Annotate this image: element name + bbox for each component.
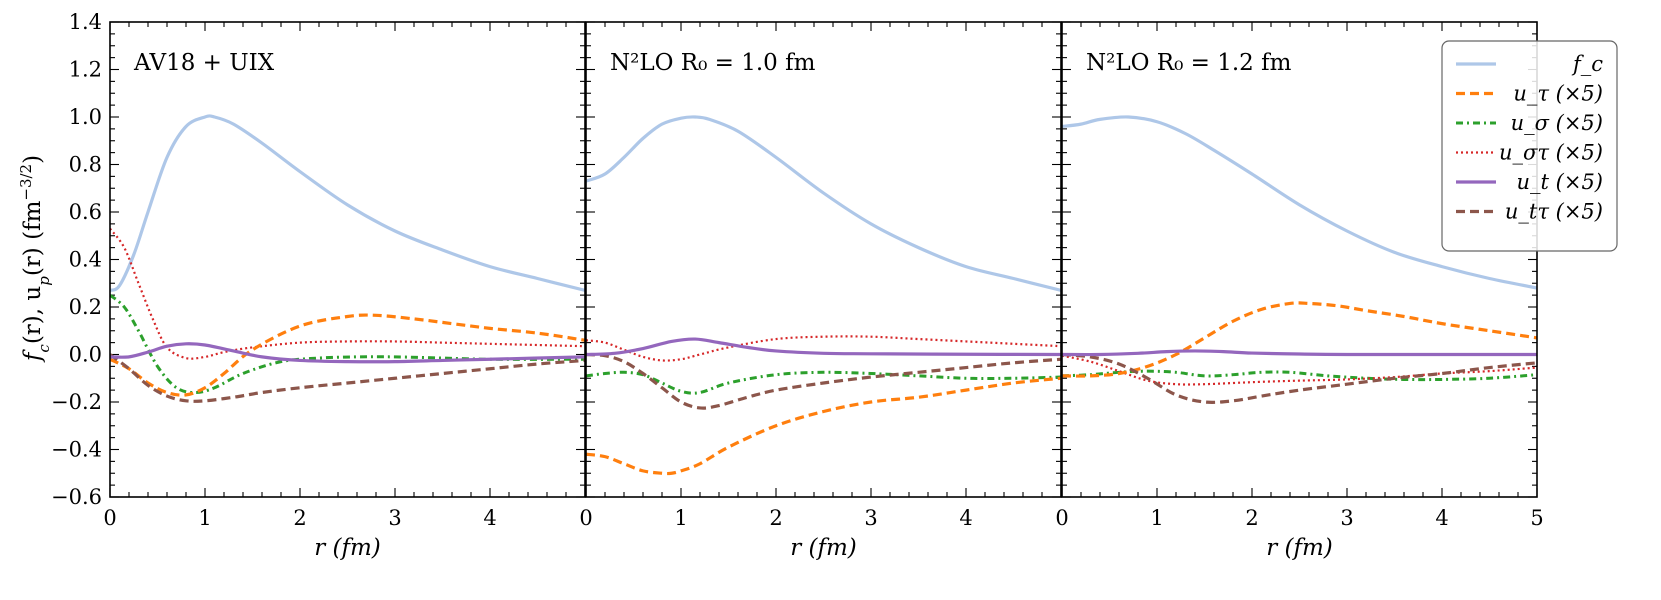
y-tick-label: 1.4 — [69, 10, 102, 34]
x-tick-label: 3 — [388, 506, 401, 530]
panel-frame — [109, 21, 586, 498]
panel-label: N²LO R₀ = 1.2 fm — [1086, 50, 1292, 76]
series-line-utau — [586, 376, 1061, 476]
x-tick-label: 0 — [1055, 506, 1068, 530]
y-tick-labels: −0.6 −0.4 −0.2 0.0 0.2 0.4 0.6 0.8 1.0 1… — [51, 10, 102, 509]
series-line-uttau — [110, 353, 585, 403]
panel-ticks — [585, 21, 1062, 498]
x-tick-labels: 0 1 2 3 4 5 — [1055, 506, 1543, 530]
y-tick-label: 0.8 — [69, 153, 102, 177]
x-axis-title: r (fm) — [790, 535, 857, 561]
y-tick-label: −0.4 — [51, 438, 102, 462]
legend-label: u_σ (×5) — [1511, 111, 1603, 135]
series-line-fc — [1062, 115, 1537, 290]
legend-label: u_tτ (×5) — [1505, 200, 1603, 224]
y-tick-label: 1.0 — [69, 105, 102, 129]
x-tick-label: 0 — [579, 506, 592, 530]
series-line-ust — [586, 335, 1061, 362]
y-tick-label: 0.0 — [69, 343, 102, 367]
panel-frame — [585, 21, 1062, 498]
x-tick-label: 2 — [769, 506, 782, 530]
y-tick-label: 0.4 — [69, 248, 102, 272]
panel-label: AV18 + UIX — [133, 50, 275, 76]
panel-curves — [586, 115, 1061, 476]
y-axis-title-exp: −3/2 — [17, 164, 35, 201]
x-tick-label: 4 — [959, 506, 972, 530]
series-line-usig — [586, 370, 1061, 395]
y-tick-label: −0.2 — [51, 390, 102, 414]
y-axis-title-up-sub: p — [35, 276, 53, 286]
x-axis-title: r (fm) — [1266, 535, 1333, 561]
y-axis-title-close: ) — [20, 155, 46, 164]
panel-label: N²LO R₀ = 1.0 fm — [610, 50, 816, 76]
legend-entries: f_c u_τ (×5) u_σ (×5) u_στ (×5) u_t (×5)… — [1456, 52, 1603, 224]
panel-curves — [110, 114, 585, 403]
panel-n2lo-r10: N²LO R₀ = 1.0 fm 0 1 2 3 4 r (fm) — [579, 21, 1062, 561]
series-line-fc — [586, 115, 1061, 292]
y-tick-label: 0.6 — [69, 200, 102, 224]
x-tick-label: 1 — [198, 506, 211, 530]
y-axis-title-r1: (r), u — [20, 286, 46, 344]
series-line-fc — [110, 114, 585, 292]
series-line-ut — [586, 337, 1061, 357]
legend-label: u_t (×5) — [1517, 170, 1603, 194]
panel-n2lo-r12: N²LO R₀ = 1.2 fm 0 1 2 3 4 5 r (fm) — [1055, 21, 1544, 561]
legend: f_c u_τ (×5) u_σ (×5) u_στ (×5) u_t (×5)… — [1441, 40, 1618, 252]
y-tick-label: 1.2 — [69, 58, 102, 82]
x-tick-label: 1 — [1150, 506, 1163, 530]
y-axis-title-fc-sub: c — [35, 344, 53, 353]
series-line-uttau — [586, 352, 1061, 410]
panel-curves — [1062, 115, 1537, 404]
series-line-ut — [1062, 349, 1537, 357]
x-tick-label: 4 — [1435, 506, 1448, 530]
panel-frame — [1061, 21, 1538, 498]
series-line-utau — [1062, 301, 1537, 378]
series-line-ut — [110, 342, 585, 364]
series-line-ust — [110, 227, 585, 360]
y-tick-label: −0.6 — [51, 485, 102, 509]
series-line-uttau — [1062, 352, 1537, 404]
y-axis-title-fc: f — [20, 349, 46, 363]
x-tick-label: 2 — [293, 506, 306, 530]
x-tick-label: 3 — [864, 506, 877, 530]
legend-label: u_τ (×5) — [1513, 82, 1603, 106]
legend-label: f_c — [1571, 52, 1603, 76]
series-line-usig — [1062, 369, 1537, 382]
y-axis-title-rest: (r) (fm — [20, 200, 46, 276]
x-tick-labels: 0 1 2 3 4 — [103, 506, 496, 530]
x-tick-label: 3 — [1340, 506, 1353, 530]
legend-label: u_στ (×5) — [1499, 141, 1603, 165]
panel-ticks — [109, 21, 586, 498]
y-tick-label: 0.2 — [69, 295, 102, 319]
panel-av18: AV18 + UIX 0 1 2 3 4 r (fm) — [103, 21, 586, 561]
y-axis-title: fc(r), up(r) (fm−3/2) — [17, 155, 53, 363]
x-tick-label: 5 — [1530, 506, 1543, 530]
x-tick-label: 2 — [1245, 506, 1258, 530]
x-axis-title: r (fm) — [314, 535, 381, 561]
x-tick-label: 0 — [103, 506, 116, 530]
x-tick-label: 1 — [674, 506, 687, 530]
series-line-utau — [110, 313, 585, 397]
x-tick-label: 4 — [483, 506, 496, 530]
x-tick-labels: 0 1 2 3 4 — [579, 506, 972, 530]
